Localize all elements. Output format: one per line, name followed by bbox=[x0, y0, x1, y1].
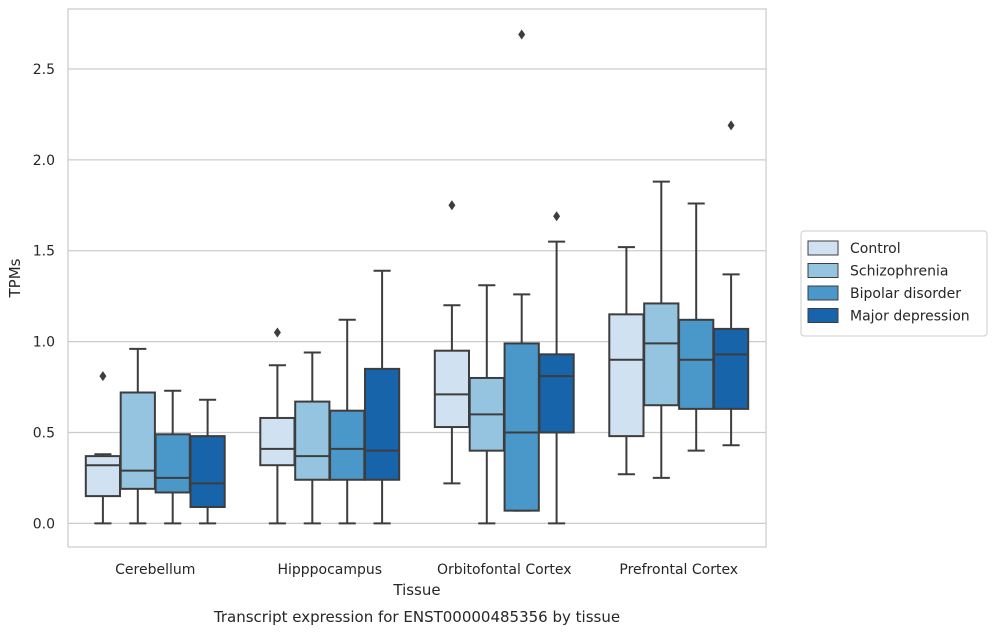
box bbox=[294, 351, 331, 525]
outlier-point bbox=[553, 211, 561, 222]
box-body bbox=[119, 391, 156, 490]
box bbox=[329, 318, 366, 525]
legend-item: Bipolar disorder bbox=[807, 285, 961, 302]
y-tick-label: 1.0 bbox=[33, 335, 55, 351]
box bbox=[643, 180, 680, 479]
y-tick-label: 2.0 bbox=[33, 153, 55, 169]
box bbox=[608, 246, 645, 476]
legend-swatch bbox=[807, 240, 839, 256]
box-body bbox=[363, 367, 401, 481]
legend-swatch bbox=[807, 285, 839, 301]
y-tick-label: 0.5 bbox=[33, 425, 55, 441]
box-body bbox=[678, 318, 715, 410]
legend-item: Control bbox=[807, 240, 901, 257]
box bbox=[433, 200, 471, 485]
x-tick-label: Orbitofontal Cortex bbox=[437, 562, 572, 578]
y-tick-labels: 0.0 0.5 1.0 1.5 2.0 2.5 bbox=[33, 62, 55, 532]
outlier-point bbox=[273, 327, 281, 338]
legend-swatch bbox=[807, 263, 839, 278]
box bbox=[84, 371, 122, 525]
outlier-point bbox=[99, 371, 107, 382]
y-tick-label: 2.5 bbox=[33, 62, 55, 78]
box bbox=[712, 120, 750, 447]
box bbox=[189, 398, 226, 525]
legend-frame bbox=[800, 230, 988, 337]
outlier-point bbox=[448, 200, 456, 211]
x-tick-label: Hipppocampus bbox=[277, 562, 382, 578]
series-group bbox=[189, 120, 750, 525]
box-body bbox=[84, 455, 122, 498]
box-body bbox=[329, 409, 366, 481]
box-body bbox=[154, 433, 191, 494]
legend-label: Schizophrenia bbox=[850, 264, 948, 280]
box-body bbox=[538, 353, 575, 434]
series-group bbox=[84, 200, 645, 525]
x-tick-label: Cerebellum bbox=[115, 562, 195, 578]
boxplot-series bbox=[84, 29, 750, 525]
legend: Control Schizophrenia Bipolar disorder Majo… bbox=[800, 230, 988, 337]
outlier-point bbox=[518, 29, 526, 40]
legend-label: Control bbox=[850, 241, 901, 257]
legend-item: Schizophrenia bbox=[807, 263, 948, 280]
y-tick-label: 0.0 bbox=[33, 516, 55, 532]
box-body bbox=[294, 400, 331, 481]
box-body bbox=[189, 435, 226, 509]
box-body bbox=[259, 416, 296, 467]
legend-label: Bipolar disorder bbox=[850, 286, 961, 302]
chart-caption: Transcript expression for ENST0000048535… bbox=[213, 608, 620, 626]
box-body bbox=[433, 349, 471, 429]
y-tick-label: 1.5 bbox=[33, 244, 55, 260]
box bbox=[363, 269, 401, 525]
y-axis-title: TPMs bbox=[6, 258, 24, 298]
x-tick-label: Prefrontal Cortex bbox=[619, 562, 738, 578]
series-group bbox=[154, 29, 715, 525]
box-body bbox=[608, 313, 645, 438]
outlier-point bbox=[727, 120, 735, 131]
gridlines bbox=[68, 68, 766, 524]
legend-swatch bbox=[807, 308, 839, 323]
legend-label: Major depression bbox=[850, 309, 970, 325]
box-body bbox=[503, 342, 540, 512]
box bbox=[678, 202, 715, 452]
box bbox=[503, 29, 540, 512]
x-axis-title: Tissue bbox=[392, 581, 440, 599]
box bbox=[259, 327, 296, 525]
box bbox=[154, 389, 191, 525]
series-group bbox=[119, 180, 680, 525]
box-body bbox=[712, 327, 750, 410]
box-body bbox=[643, 302, 680, 407]
plot-frame bbox=[67, 8, 767, 548]
legend-item: Major depression bbox=[807, 308, 970, 325]
box bbox=[538, 211, 575, 525]
x-tick-labels: Cerebellum Hipppocampus Orbitofontal Corte… bbox=[115, 562, 738, 578]
